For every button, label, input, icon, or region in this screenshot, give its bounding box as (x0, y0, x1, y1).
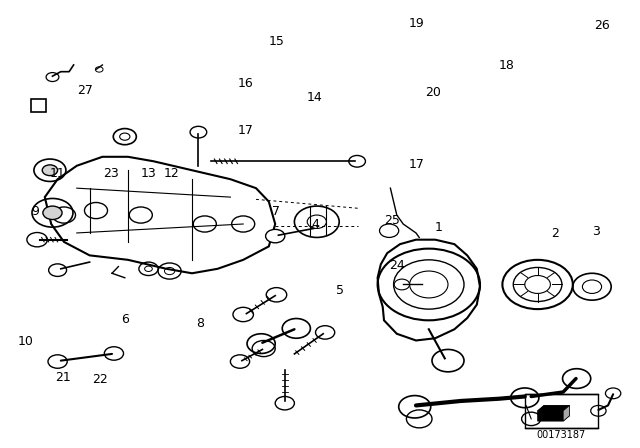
Text: 13: 13 (141, 167, 156, 180)
Text: 9: 9 (31, 205, 39, 218)
Circle shape (522, 412, 541, 426)
Text: 7: 7 (273, 205, 280, 218)
Circle shape (232, 216, 255, 232)
Circle shape (95, 67, 103, 72)
Circle shape (49, 264, 67, 276)
Text: 15: 15 (269, 35, 284, 48)
Text: 19: 19 (409, 17, 424, 30)
Circle shape (233, 307, 253, 322)
Circle shape (252, 340, 275, 357)
Text: 17: 17 (409, 158, 424, 171)
Text: 3: 3 (593, 224, 600, 238)
Text: 16: 16 (237, 77, 253, 90)
Circle shape (275, 396, 294, 410)
Text: 17: 17 (237, 124, 253, 138)
Text: 11: 11 (50, 167, 65, 181)
Text: 25: 25 (384, 214, 399, 227)
Circle shape (193, 216, 216, 232)
Circle shape (42, 165, 58, 176)
Circle shape (349, 155, 365, 167)
Circle shape (43, 206, 62, 220)
Circle shape (190, 126, 207, 138)
Circle shape (230, 355, 250, 368)
Text: 6: 6 (122, 313, 129, 326)
Circle shape (316, 326, 335, 339)
Text: 22: 22 (93, 373, 108, 386)
Text: 10: 10 (18, 335, 33, 348)
Circle shape (52, 207, 76, 223)
Text: 18: 18 (499, 59, 514, 73)
Text: 1: 1 (435, 221, 443, 234)
Polygon shape (563, 405, 570, 421)
Text: 4: 4 (311, 218, 319, 232)
Text: 2: 2 (551, 227, 559, 241)
Circle shape (129, 207, 152, 223)
Circle shape (120, 133, 130, 140)
Text: 24: 24 (390, 258, 405, 272)
Circle shape (266, 229, 285, 243)
Circle shape (394, 279, 410, 290)
Circle shape (84, 202, 108, 219)
Text: 00173187: 00173187 (537, 430, 586, 439)
Text: 20: 20 (426, 86, 441, 99)
Polygon shape (538, 405, 570, 421)
Text: 23: 23 (103, 167, 118, 180)
Text: 21: 21 (55, 370, 70, 384)
Text: 26: 26 (595, 19, 610, 32)
Text: 5: 5 (337, 284, 344, 297)
Circle shape (27, 233, 47, 247)
Text: 12: 12 (164, 167, 179, 180)
Text: 14: 14 (307, 90, 323, 104)
Text: 27: 27 (77, 84, 93, 97)
Circle shape (266, 288, 287, 302)
Text: 8: 8 (196, 317, 204, 330)
